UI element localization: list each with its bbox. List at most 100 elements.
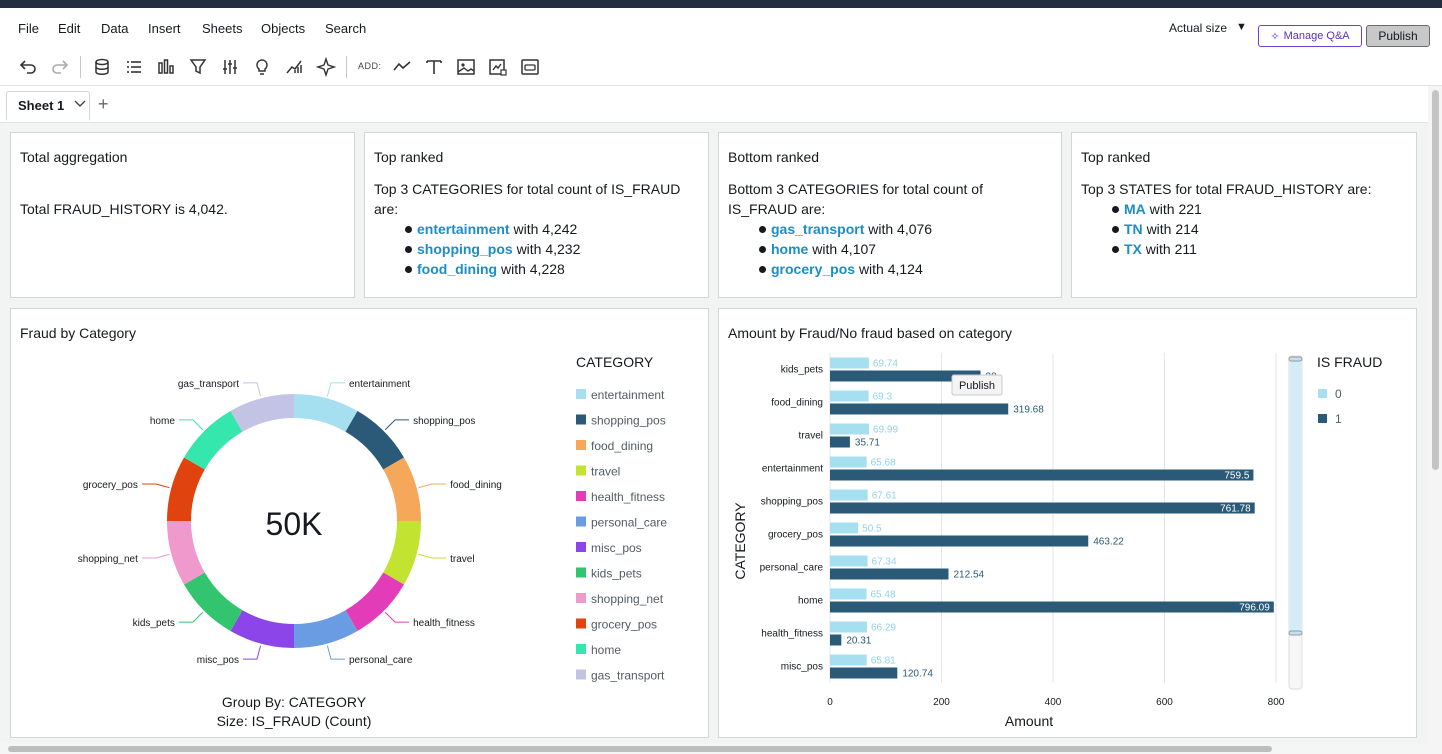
legend-swatch	[576, 414, 586, 425]
legend-item-kids_pets[interactable]: kids_pets	[591, 567, 642, 581]
menu-search[interactable]: Search	[325, 21, 367, 36]
legend-item-grocery_pos[interactable]: grocery_pos	[591, 618, 657, 632]
legend-item-travel[interactable]: travel	[591, 465, 620, 479]
horizontal-scrollbar-thumb[interactable]	[8, 746, 1272, 752]
forecast-icon[interactable]	[284, 57, 304, 77]
actual-size-dropdown[interactable]: Actual size	[1169, 21, 1228, 35]
bar-fraud-0[interactable]	[830, 588, 867, 600]
bar-fraud-1[interactable]	[830, 568, 949, 580]
insight-link[interactable]: entertainment	[417, 221, 510, 237]
legend-item-health_fitness[interactable]: health_fitness	[591, 490, 665, 504]
menu-objects[interactable]: Objects	[261, 21, 306, 36]
image-icon[interactable]	[456, 57, 476, 77]
custom-visual-icon[interactable]	[488, 57, 508, 77]
menu-edit[interactable]: Edit	[58, 21, 81, 36]
donut-slice-food_dining[interactable]	[383, 457, 421, 522]
bar-fraud-0[interactable]	[830, 621, 867, 633]
donut-slice-misc_pos[interactable]	[230, 610, 295, 648]
bar-fraud-1[interactable]	[830, 601, 1274, 613]
legend-item-shopping_net[interactable]: shopping_net	[591, 592, 664, 606]
manage-qa-button[interactable]: ✧ Manage Q&A	[1258, 25, 1362, 47]
line-chart-icon[interactable]	[392, 57, 412, 77]
legend-swatch	[576, 669, 586, 680]
legend-item-shopping_pos[interactable]: shopping_pos	[591, 414, 666, 428]
insight-link[interactable]: grocery_pos	[771, 261, 856, 277]
range-slider-handle-top[interactable]	[1288, 356, 1303, 362]
bar-fraud-0[interactable]	[830, 522, 859, 534]
publish-button[interactable]: Publish	[1366, 25, 1430, 47]
donut-slice-kids_pets[interactable]	[184, 572, 243, 631]
list-icon[interactable]	[124, 57, 144, 77]
donut-slice-shopping_pos[interactable]	[345, 411, 404, 470]
tab-sheet-1[interactable]: Sheet 1	[6, 91, 90, 121]
controls-icon[interactable]	[220, 57, 240, 77]
donut-chart-panel[interactable]: Fraud by Category 50K CATEGORY Group By:…	[10, 308, 709, 738]
donut-slice-gas_transport[interactable]	[230, 394, 295, 432]
bar-fraud-0[interactable]	[830, 456, 867, 468]
bar-fraud-0[interactable]	[830, 357, 869, 369]
legend-item-gas_transport[interactable]: gas_transport	[591, 669, 665, 683]
redo-icon[interactable]	[50, 57, 70, 77]
menu-insert[interactable]: Insert	[148, 21, 181, 36]
insight-link[interactable]: gas_transport	[771, 221, 865, 237]
chevron-down-icon[interactable]	[74, 100, 86, 111]
embed-icon[interactable]	[520, 57, 540, 77]
insight-top-states[interactable]: Top ranked Top 3 STATES for total FRAUD_…	[1071, 132, 1417, 298]
bar-fraud-1[interactable]	[830, 469, 1254, 481]
bar-chart-panel[interactable]: Amount by Fraud/No fraud based on catego…	[718, 308, 1417, 738]
legend-item-food_dining[interactable]: food_dining	[591, 439, 653, 453]
filter-icon[interactable]	[188, 57, 208, 77]
bar-fraud-1[interactable]	[830, 535, 1089, 547]
donut-slice-shopping_net[interactable]	[167, 521, 205, 585]
donut-slice-personal_care[interactable]	[294, 610, 358, 648]
insight-link[interactable]: shopping_pos	[417, 241, 513, 257]
bar-fraud-1[interactable]	[830, 370, 981, 382]
bar-fraud-1[interactable]	[830, 667, 898, 679]
bar-fraud-0[interactable]	[830, 390, 869, 402]
dashboard-canvas: Total aggregation Total FRAUD_HISTORY is…	[0, 123, 1428, 743]
insight-total-aggregation[interactable]: Total aggregation Total FRAUD_HISTORY is…	[10, 132, 355, 298]
bar-fraud-0[interactable]	[830, 423, 870, 435]
menu-file[interactable]: File	[18, 21, 39, 36]
legend-item-personal_care[interactable]: personal_care	[591, 516, 667, 530]
insight-link[interactable]: home	[771, 241, 809, 257]
vertical-scrollbar-thumb[interactable]	[1432, 90, 1439, 470]
menu-sheets[interactable]: Sheets	[202, 21, 243, 36]
legend-item-0[interactable]: 0	[1335, 387, 1342, 401]
bar-fraud-0[interactable]	[830, 555, 868, 567]
legend-item-home[interactable]: home	[591, 643, 621, 657]
bar-fraud-1[interactable]	[830, 634, 842, 646]
menu-data[interactable]: Data	[101, 21, 129, 36]
add-sheet-icon[interactable]: +	[98, 94, 109, 114]
caret-down-icon[interactable]: ▼	[1236, 21, 1247, 33]
bar-chart-icon[interactable]	[156, 57, 176, 77]
insight-link[interactable]: TX	[1124, 241, 1142, 257]
bar-fraud-1[interactable]	[830, 436, 850, 448]
dataset-icon[interactable]	[92, 57, 112, 77]
insight-link[interactable]: food_dining	[417, 261, 498, 277]
donut-slice-health_fitness[interactable]	[345, 572, 404, 631]
data-label: 20.31	[846, 636, 871, 647]
bar-fraud-0[interactable]	[830, 654, 867, 666]
range-slider-handle-bottom[interactable]	[1288, 630, 1303, 636]
donut-slice-entertainment[interactable]	[294, 394, 358, 432]
sparkle-icon[interactable]	[316, 57, 336, 77]
text-icon[interactable]	[424, 57, 444, 77]
donut-slice-home[interactable]	[184, 411, 243, 470]
donut-slice-grocery_pos[interactable]	[167, 457, 205, 522]
insight-top-categories[interactable]: Top ranked Top 3 CATEGORIES for total co…	[364, 132, 709, 298]
bar-fraud-1[interactable]	[830, 502, 1255, 514]
insight-bottom-categories[interactable]: Bottom ranked Bottom 3 CATEGORIES for to…	[718, 132, 1062, 298]
legend-item-1[interactable]: 1	[1335, 412, 1342, 426]
bar-chart[interactable]: Amount CATEGORY IS FRAUD 0 200 400 600 800 ki…	[719, 309, 1416, 737]
insight-link[interactable]: MA	[1124, 201, 1146, 217]
donut-slice-travel[interactable]	[383, 521, 421, 585]
legend-item-misc_pos[interactable]: misc_pos	[591, 541, 642, 555]
insight-link[interactable]: TN	[1124, 221, 1143, 237]
bar-fraud-1[interactable]	[830, 403, 1009, 415]
legend-item-entertainment[interactable]: entertainment	[591, 388, 665, 402]
donut-chart[interactable]: 50K CATEGORY Group By: CATEGORY Size: IS…	[11, 309, 708, 737]
insight-bulb-icon[interactable]	[252, 57, 272, 77]
undo-icon[interactable]	[18, 57, 38, 77]
bar-fraud-0[interactable]	[830, 489, 868, 501]
